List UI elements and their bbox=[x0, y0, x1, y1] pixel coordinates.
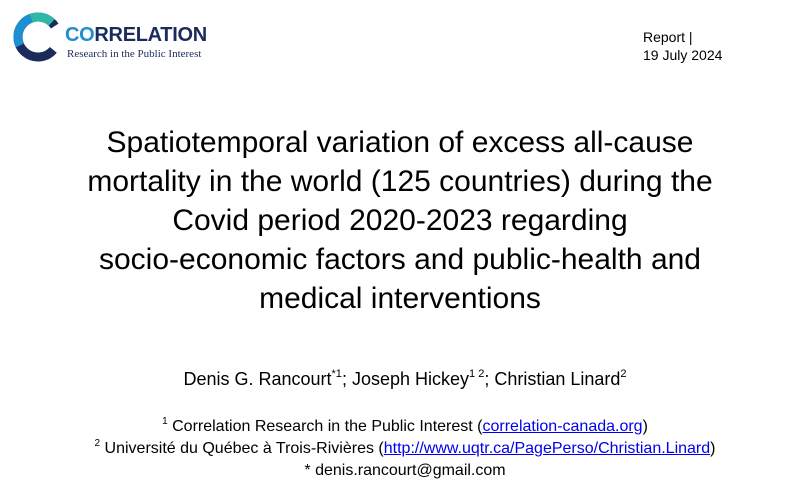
affiliation-item: 1 Correlation Research in the Public Int… bbox=[0, 416, 800, 438]
title-line: medical interventions bbox=[259, 282, 541, 315]
correlation-logo: CORRELATION Research in the Public Inter… bbox=[12, 11, 222, 63]
affiliation-close: ) bbox=[710, 440, 716, 457]
logo-tagline: Research in the Public Interest bbox=[67, 48, 202, 60]
affiliation-marker: 1 bbox=[162, 416, 168, 427]
report-label: Report | bbox=[643, 29, 693, 45]
affiliation-marker: 2 bbox=[94, 438, 101, 449]
contact-marker: * bbox=[304, 462, 311, 479]
report-meta: Report | 19 July 2024 bbox=[643, 28, 722, 64]
title-line: Covid period 2020-2023 regarding bbox=[172, 204, 628, 237]
author-name: Christian Linard bbox=[494, 369, 621, 389]
author-list: Denis G. Rancourt*1; Joseph Hickey1 2; C… bbox=[0, 367, 800, 391]
title-line: Spatiotemporal variation of excess all-c… bbox=[106, 126, 694, 159]
affiliation-text: Correlation Research in the Public Inter… bbox=[172, 418, 483, 435]
contact-line: * denis.rancourt@gmail.com bbox=[0, 460, 800, 482]
affiliation-close: ) bbox=[642, 418, 648, 435]
document-title: Spatiotemporal variation of excess all-c… bbox=[20, 123, 780, 318]
affiliation-item: 2 Université du Québec à Trois-Rivières … bbox=[0, 438, 800, 460]
author-name: Joseph Hickey bbox=[351, 369, 470, 389]
author-separator: ; bbox=[341, 369, 352, 389]
logo-wordmark: CORRELATION bbox=[65, 24, 207, 46]
correlation-logo-mark-icon bbox=[13, 12, 63, 62]
title-line: mortality in the world (125 countries) d… bbox=[87, 165, 713, 198]
author-affiliation-marker: *1 bbox=[331, 368, 342, 380]
contact-email: denis.rancourt@gmail.com bbox=[315, 462, 506, 479]
report-date: 19 July 2024 bbox=[643, 47, 723, 63]
author-affiliation-marker: 1 2 bbox=[469, 368, 485, 380]
author-name: Denis G. Rancourt bbox=[183, 369, 332, 389]
title-line: socio-economic factors and public-health… bbox=[98, 243, 701, 276]
affiliation-text: Université du Québec à Trois-Rivières ( bbox=[104, 440, 384, 457]
author-affiliation-marker: 2 bbox=[620, 368, 627, 380]
author-separator: ; bbox=[484, 369, 495, 389]
affiliation-list: 1 Correlation Research in the Public Int… bbox=[0, 416, 800, 482]
affiliation-link[interactable]: http://www.uqtr.ca/PagePerso/Christian.L… bbox=[383, 440, 711, 457]
affiliation-link[interactable]: correlation-canada.org bbox=[482, 418, 643, 435]
